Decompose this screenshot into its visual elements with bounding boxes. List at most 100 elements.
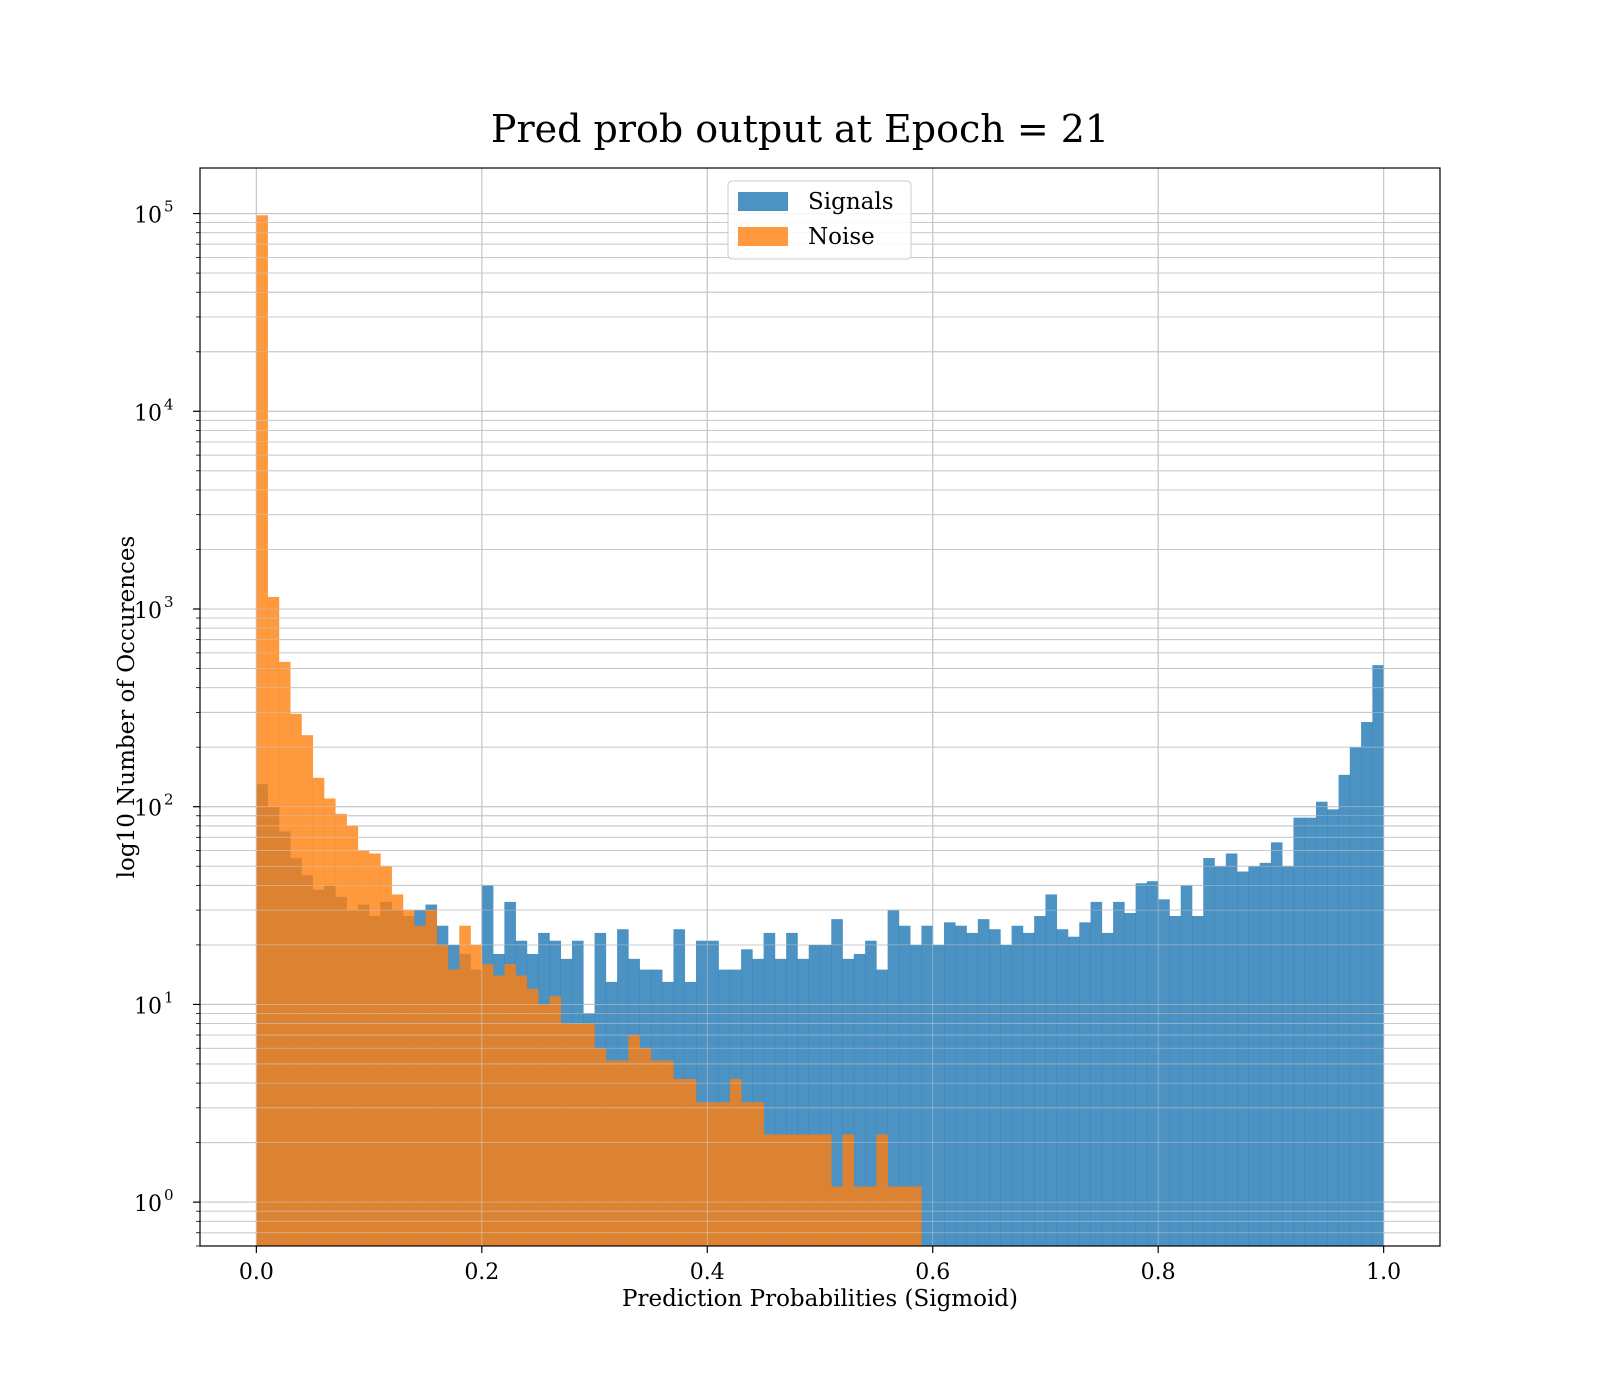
noise-bar — [549, 996, 562, 1246]
signals-bar — [1192, 916, 1204, 1246]
signals-bar — [955, 925, 967, 1246]
noise-bar — [898, 1186, 911, 1246]
legend-label-noise: Noise — [808, 224, 875, 250]
signals-bar — [842, 958, 855, 1246]
signals-bar — [1203, 858, 1215, 1246]
signals-bar — [910, 944, 922, 1246]
noise-bar — [256, 215, 268, 1247]
y-tick-label: 10 — [134, 204, 162, 229]
noise-bar — [673, 1078, 686, 1246]
signals-bar — [1372, 665, 1384, 1246]
noise-bar — [729, 1078, 742, 1246]
x-tick-label: 0.0 — [239, 1260, 274, 1285]
noise-bar — [560, 1023, 573, 1246]
y-tick-label: 10 — [134, 994, 162, 1019]
noise-bar — [436, 944, 449, 1246]
noise-bar — [312, 777, 325, 1246]
noise-bar — [910, 1186, 922, 1246]
signals-bar — [1113, 901, 1125, 1246]
noise-bar — [707, 1102, 719, 1246]
noise-bar — [887, 1186, 900, 1246]
signals-bar — [1079, 922, 1091, 1246]
noise-bar — [278, 661, 291, 1246]
signals-bar — [1034, 916, 1046, 1246]
noise-bar — [583, 1023, 595, 1246]
noise-bar — [865, 1186, 877, 1246]
noise-bar — [696, 1102, 708, 1246]
signals-bar — [1270, 842, 1283, 1246]
y-tick-label: 10 — [134, 1192, 162, 1217]
signals-bar — [797, 958, 810, 1246]
y-tick-exponent: 3 — [164, 593, 174, 611]
signals-bar — [1158, 899, 1170, 1246]
noise-bar — [820, 1134, 832, 1246]
noise-bar — [605, 1060, 618, 1246]
signals-bar — [865, 940, 877, 1246]
x-tick-label: 1.0 — [1366, 1260, 1401, 1285]
noise-bar — [617, 1060, 629, 1246]
legend-label-signals: Signals — [808, 189, 894, 215]
signals-bar — [1011, 925, 1024, 1246]
signals-bar — [1068, 936, 1080, 1246]
noise-bar — [842, 1134, 855, 1246]
y-tick-label: 10 — [134, 797, 162, 822]
signals-bar — [696, 940, 708, 1246]
signals-bar — [898, 925, 911, 1246]
noise-bar — [786, 1134, 798, 1246]
signals-bar — [1169, 916, 1182, 1246]
y-tick-exponent: 1 — [164, 988, 174, 1006]
noise-bar — [470, 944, 483, 1246]
signals-bar — [1304, 817, 1317, 1246]
noise-bar — [774, 1134, 787, 1246]
signals-bar — [1361, 722, 1373, 1246]
plot-frame — [199, 167, 1441, 1247]
x-tick-label: 0.4 — [690, 1260, 725, 1285]
noise-bar — [414, 925, 426, 1246]
noise-bar — [808, 1134, 821, 1246]
x-tick-label: 0.6 — [915, 1260, 950, 1285]
y-tick-exponent: 5 — [164, 198, 174, 216]
noise-bar — [526, 988, 539, 1246]
signals-bar — [1101, 932, 1114, 1246]
noise-bar — [380, 866, 392, 1246]
noise-bar — [752, 1102, 764, 1246]
signals-bar — [774, 958, 787, 1246]
noise-bar — [684, 1078, 697, 1246]
signals-bar — [1124, 912, 1136, 1246]
noise-bar — [267, 596, 280, 1246]
y-axis-label: log10 Number of Occurences — [114, 536, 140, 879]
noise-bar — [459, 925, 471, 1246]
noise-bar — [493, 975, 505, 1246]
signals-bar — [944, 922, 956, 1246]
noise-bar — [797, 1134, 810, 1246]
noise-bar — [346, 825, 359, 1246]
signals-bar — [1327, 809, 1339, 1246]
y-tick-label: 10 — [134, 401, 162, 426]
grid-overlay — [200, 168, 1440, 1247]
noise-bar — [572, 1023, 584, 1246]
y-tick-exponent: 4 — [164, 395, 174, 413]
noise-bar — [650, 1060, 663, 1246]
noise-bar — [538, 1004, 550, 1246]
noise-bar — [504, 964, 516, 1246]
noise-bar — [628, 1035, 640, 1246]
noise-bar — [876, 1134, 888, 1246]
noise-bar — [639, 1048, 652, 1246]
noise-bar — [324, 798, 336, 1246]
noise-bar — [335, 813, 347, 1246]
signals-bar — [1214, 866, 1227, 1246]
noise-bar — [425, 910, 438, 1246]
legend: Signals Noise — [727, 180, 912, 260]
signals-bar — [1022, 932, 1035, 1246]
signals-bar — [1282, 866, 1294, 1246]
signals-bar — [1248, 866, 1260, 1246]
signals-bar — [1349, 747, 1362, 1246]
signals-bar — [921, 925, 934, 1246]
legend-swatch-signals — [738, 192, 788, 211]
noise-bar — [594, 1048, 607, 1246]
signals-bar — [1237, 871, 1249, 1246]
y-tick-label: 10 — [134, 599, 162, 624]
signals-bar — [853, 953, 866, 1246]
